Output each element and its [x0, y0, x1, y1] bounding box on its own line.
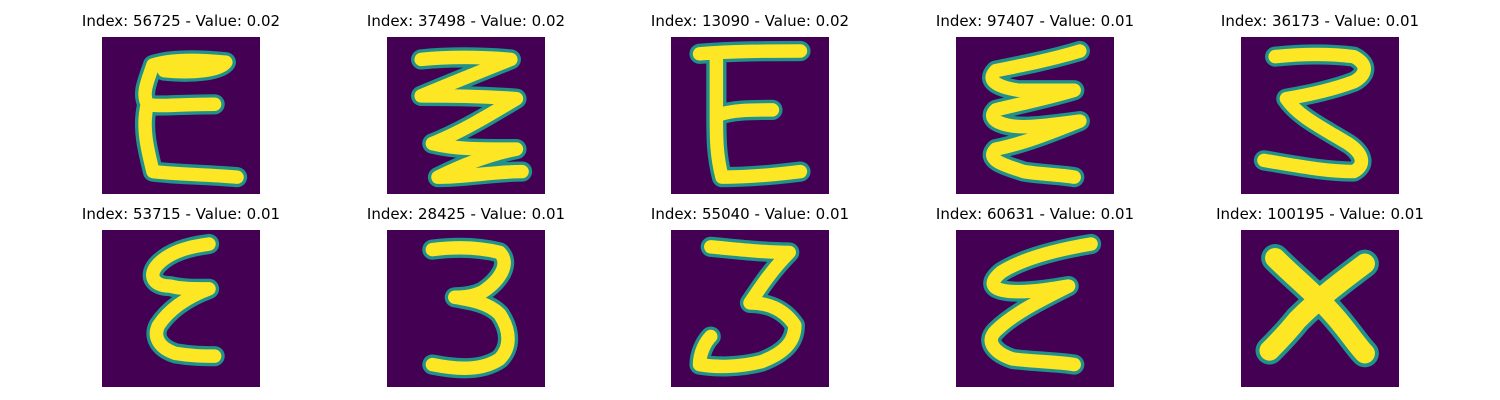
panel-title: Index: 36173 - Value: 0.01 [1220, 12, 1420, 30]
panel-title: Index: 13090 - Value: 0.02 [650, 12, 850, 30]
glyph-digit-3 [422, 237, 519, 379]
digit-image [1241, 230, 1399, 387]
glyph-zigzag-z [411, 47, 533, 188]
glyph-letter-x [1255, 244, 1379, 368]
digit-image [956, 37, 1114, 194]
panel-title: Index: 60631 - Value: 0.01 [935, 205, 1135, 223]
glyph-epsilon [142, 233, 225, 367]
panel-title: Index: 55040 - Value: 0.01 [650, 205, 850, 223]
digit-image [102, 37, 260, 194]
digit-image [956, 230, 1114, 387]
panel-title: Index: 97407 - Value: 0.01 [935, 12, 1135, 30]
panel-title: Index: 100195 - Value: 0.01 [1216, 205, 1424, 223]
digit-image [671, 230, 829, 387]
glyph-slanted-epsilon [981, 233, 1102, 375]
digit-image [387, 230, 545, 387]
digit-image [387, 37, 545, 194]
glyph-letter-e [689, 40, 811, 188]
panel-title: Index: 28425 - Value: 0.01 [366, 205, 566, 223]
panel-title: Index: 37498 - Value: 0.02 [366, 12, 566, 30]
panel-title: Index: 56725 - Value: 0.02 [81, 12, 281, 30]
glyph-digit-3-angular [689, 236, 805, 377]
digit-image [102, 230, 260, 387]
glyph-zigzag-3 [1253, 44, 1375, 182]
glyph-epsilon-with-top-bar [134, 50, 248, 188]
digit-image [1241, 37, 1399, 194]
glyph-wavy-epsilon [982, 40, 1090, 188]
digit-image [671, 37, 829, 194]
panel-title: Index: 53715 - Value: 0.01 [81, 205, 281, 223]
